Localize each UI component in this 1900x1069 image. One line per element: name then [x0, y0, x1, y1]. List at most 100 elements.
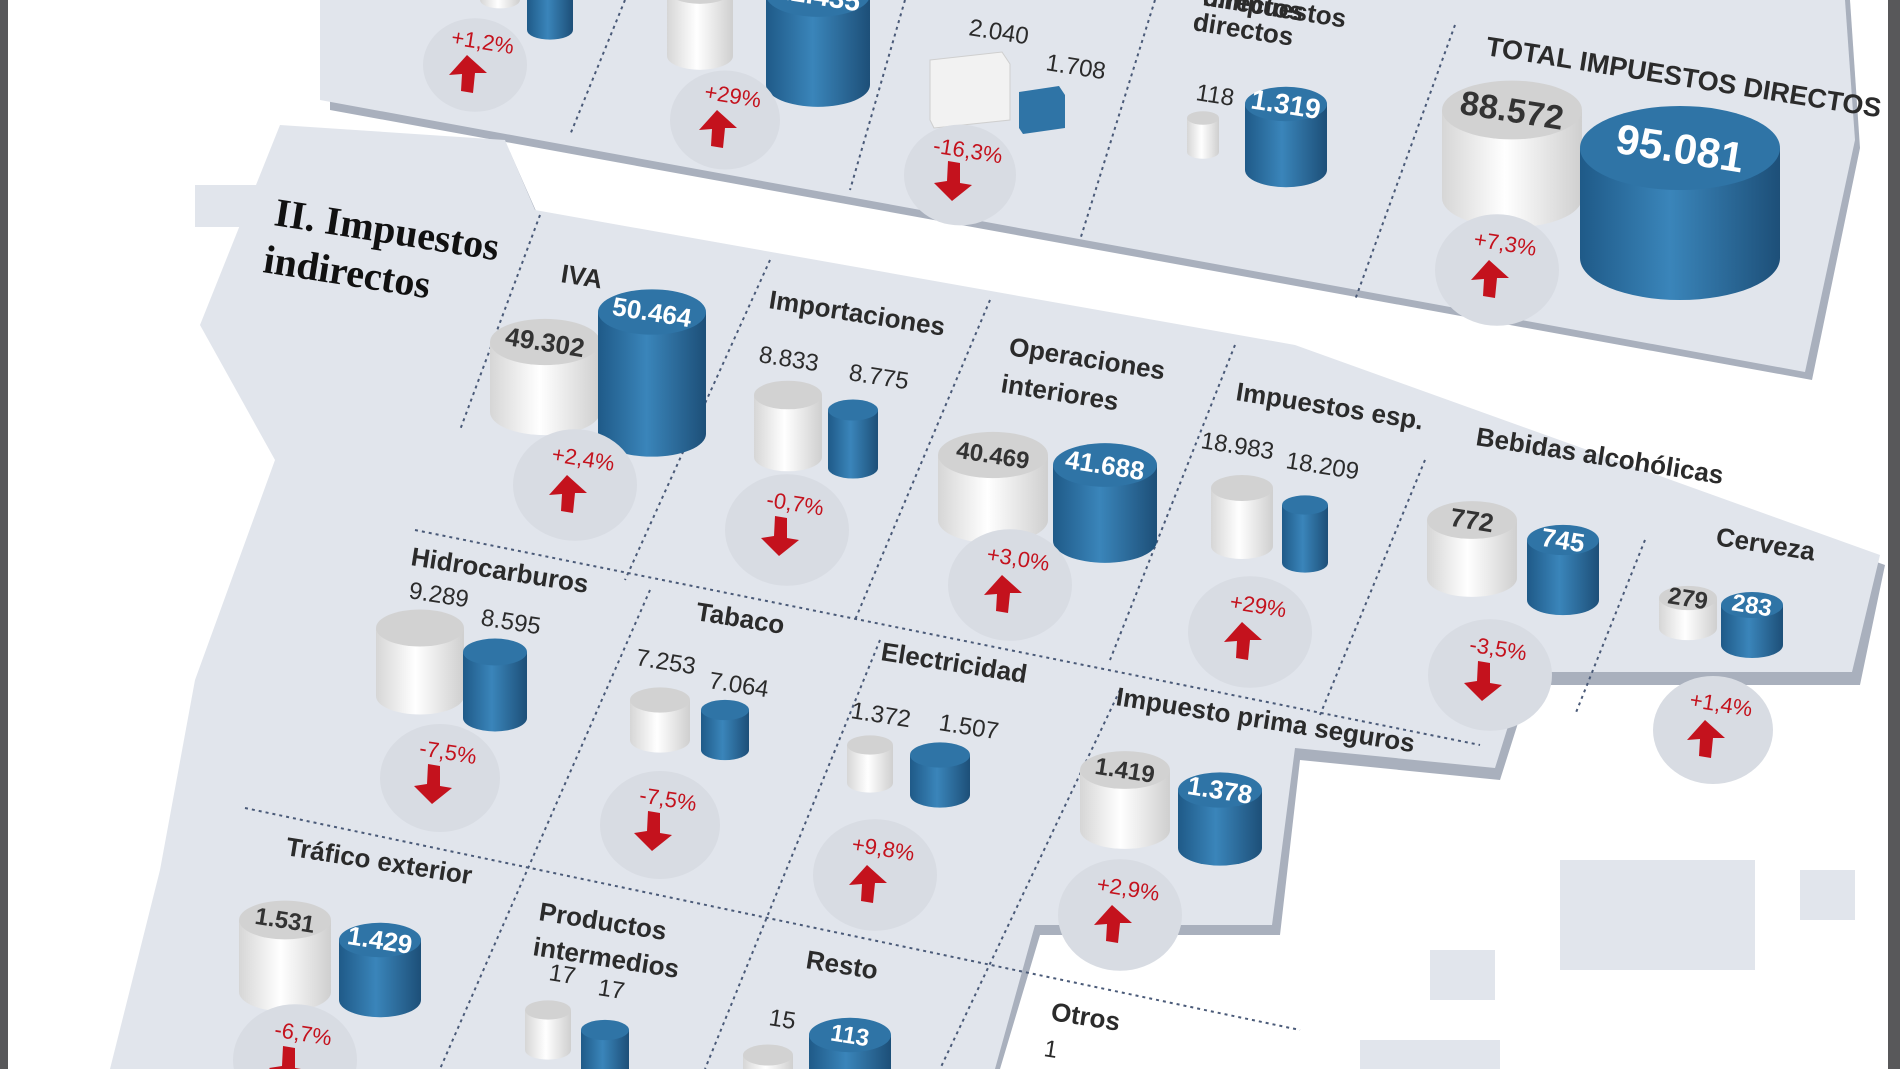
previous-cylinder-bebidas-body	[1427, 520, 1517, 597]
previous-cylinder-operaciones: 40.469	[938, 431, 1048, 544]
current-cylinder-impuestos-esp-top	[1282, 495, 1328, 515]
current-cylinder-bebidas: 745	[1527, 522, 1599, 616]
current-cylinder-cerveza-label: 283	[1730, 589, 1774, 622]
change-badge-trafico-down-arrow-icon	[269, 1046, 301, 1069]
change-badge-trafico-disc	[233, 1004, 357, 1069]
previous-cylinder-prima-seguros: 1.419	[1080, 751, 1170, 849]
current-cylinder-bebidas-label: 745	[1539, 522, 1587, 558]
previous-cylinder-total-directos-body	[1442, 110, 1582, 228]
current-cylinder-direct-2-body	[766, 0, 870, 107]
previous-cylinder-direct-2-top	[677, 0, 723, 4]
change-badge-direct-2: +29%	[670, 70, 780, 170]
previous-cylinder-total-directos: 88.572	[1442, 80, 1582, 228]
previous-cylinder-electricidad	[847, 735, 893, 793]
current-cylinder-tabaco-body	[701, 710, 749, 761]
change-badge-trafico: -6,7%	[233, 1004, 357, 1069]
previous-cylinder-trafico-top	[239, 900, 331, 940]
change-badge-direct-2-up-arrow-icon	[699, 110, 737, 148]
current-cylinder-impuestos-esp-body	[1282, 505, 1328, 573]
previous-cylinder-otros-directos-top	[1187, 111, 1219, 125]
current-cylinder-impuestos-esp	[1282, 495, 1328, 573]
current-cylinder-hidrocarburos-top	[463, 638, 527, 666]
current-cylinder-operaciones-body	[1053, 465, 1157, 563]
previous-cylinder-tabaco	[630, 687, 690, 753]
current-cylinder-tabaco-top	[701, 699, 749, 721]
current-cylinder-otros-directos-body	[1245, 104, 1327, 188]
change-badge-direct-1: +1,2%	[423, 18, 527, 112]
current-cylinder-electricidad-top	[910, 742, 970, 768]
previous-cylinder-direct-2-body	[667, 0, 733, 70]
current-cylinder-prima-seguros-body	[1178, 790, 1262, 866]
previous-cylinder-cerveza-label: 279	[1666, 582, 1710, 615]
previous-cylinder-tabaco-body	[630, 700, 690, 753]
current-cylinder-total-directos-top	[1580, 106, 1780, 190]
current-cylinder-resto: 113	[809, 1017, 891, 1069]
current-cylinder-direct-1-body	[527, 0, 573, 40]
previous-cylinder-hidrocarburos	[376, 609, 465, 715]
change-badge-prima-seguros-up-arrow-icon	[1094, 905, 1132, 943]
previous-cylinder-direct-1	[480, 0, 520, 9]
change-badge-bebidas: -3,5%	[1428, 619, 1552, 731]
change-badge-importaciones-down-arrow-icon	[761, 516, 799, 556]
current-cylinder-resto-top	[809, 1017, 891, 1053]
previous-cylinder-hidrocarburos-top	[376, 609, 464, 647]
change-badge-iva-up-arrow-icon	[549, 475, 587, 513]
previous-cylinder-importaciones	[754, 380, 822, 472]
tile-stub-left-1	[195, 185, 275, 227]
previous-cylinder-productos-body	[525, 1010, 571, 1060]
previous-cylinder-trafico-body	[239, 920, 331, 1012]
change-badge-operaciones-up-arrow-icon	[984, 575, 1022, 613]
previous-cylinder-iva-top	[490, 318, 600, 366]
current-cylinder-cerveza-top	[1721, 591, 1783, 619]
change-badge-iva: +2,4%	[513, 429, 637, 541]
change-badge-impuestos-esp: +29%	[1188, 576, 1312, 688]
previous-cylinder-otros-directos	[1187, 111, 1219, 159]
current-cylinder-productos	[581, 1019, 629, 1069]
current-cylinder-operaciones-top	[1053, 443, 1157, 487]
current-cylinder-direct-2-top	[767, 0, 869, 17]
current-cylinder-hidrocarburos-body	[463, 652, 527, 732]
tile-stub-right-3	[1430, 950, 1495, 1000]
left-frame-border	[0, 0, 8, 1069]
change-badge-tabaco-down-arrow-icon	[634, 811, 672, 851]
previous-cylinder-prima-seguros-top	[1080, 751, 1170, 789]
current-cylinder-iva-top	[598, 289, 706, 335]
cell-title-iva: IVA	[559, 258, 605, 294]
cell-dividers	[244, 0, 1646, 1069]
previous-cylinder-direct-2	[667, 0, 733, 70]
current-cylinder-prima-seguros: 1.378	[1178, 770, 1262, 866]
previous-cylinder-bebidas-label: 772	[1448, 502, 1496, 538]
change-badge-hidrocarburos-down-arrow-icon	[414, 764, 452, 804]
previous-cylinder-resto	[743, 1044, 793, 1069]
tax-cell-direct-1: +1,2%	[423, 0, 573, 112]
current-cylinder-importaciones-top	[828, 399, 878, 421]
current-box-direct-3	[1019, 86, 1065, 134]
previous-cylinder-prima-seguros-body	[1080, 770, 1170, 849]
current-cylinder-productos-body	[581, 1030, 629, 1069]
current-cylinder-iva-body	[598, 312, 706, 457]
current-cylinder-iva: 50.464	[598, 289, 706, 457]
previous-cylinder-impuestos-esp	[1211, 474, 1273, 560]
previous-cylinder-total-directos-top	[1442, 80, 1582, 140]
current-cylinder-importaciones	[828, 399, 878, 479]
previous-cylinder-trafico: 1.531	[239, 900, 331, 1012]
current-cylinder-otros-directos-top	[1245, 86, 1327, 122]
change-badge-cerveza-up-arrow-icon	[1687, 720, 1725, 758]
previous-cylinder-otros-directos-body	[1187, 118, 1219, 159]
previous-cylinder-cerveza-top	[1659, 585, 1717, 611]
tax-cell-direct-2: 21.435+29%	[667, 0, 870, 170]
current-cylinder-hidrocarburos	[463, 638, 527, 732]
current-cylinder-cerveza: 283	[1721, 589, 1783, 659]
previous-value-productos: 17	[547, 959, 578, 990]
current-cylinder-importaciones-body	[828, 410, 878, 479]
